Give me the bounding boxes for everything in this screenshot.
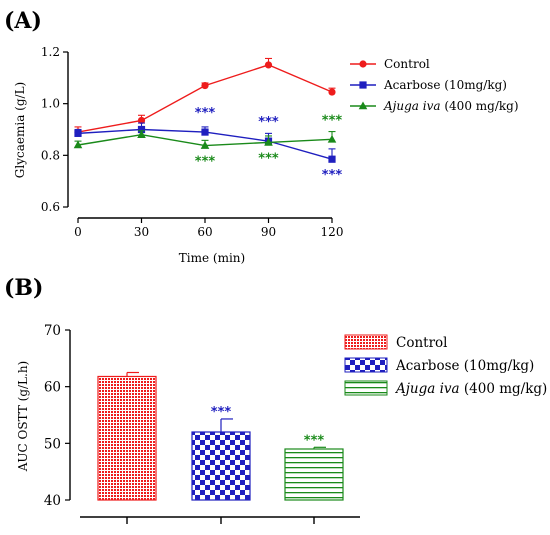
legend-label-ajuga: Ajuga iva (400 mg/kg) — [383, 99, 519, 113]
data-point-ajuga — [327, 134, 337, 143]
data-point-acarbose — [201, 128, 209, 136]
panel-a-x-tick-label: 0 — [74, 225, 82, 239]
legend-label-ajuga: Ajuga iva (400 mg/kg) — [394, 381, 547, 397]
significance-label-ajuga: *** — [258, 151, 279, 166]
panel-b-y-tick-label: 70 — [44, 323, 61, 339]
legend-label-rest: (400 mg/kg) — [441, 99, 519, 113]
legend-marker-ajuga — [358, 101, 368, 110]
panel-b-y-tick-label: 40 — [44, 493, 61, 509]
panel-b-legend: Control Acarbose (10mg/kg) Ajuga iva (400 … — [344, 334, 547, 397]
legend-swatch-control — [344, 334, 388, 350]
legend-label-control: Control — [396, 335, 447, 351]
significance-label-ajuga: *** — [195, 155, 216, 170]
panel-a-x-tick-label: 30 — [134, 225, 149, 239]
legend-marker-control — [359, 60, 367, 68]
panel-a-y-tick-label: 0.8 — [41, 148, 60, 162]
series-line-control — [77, 64, 333, 133]
bar-significance-ajuga: *** — [304, 433, 325, 448]
data-point-acarbose — [328, 155, 336, 163]
legend-label-acarbose: Acarbose (10mg/kg) — [395, 358, 534, 374]
data-point-ajuga — [200, 141, 210, 149]
bar-control — [97, 375, 157, 501]
panel-a-y-tick-label: 1.2 — [41, 45, 60, 59]
legend-label-control: Control — [384, 57, 430, 71]
data-point-control — [264, 61, 273, 69]
panel-a-legend: Control Acarbose (10mg/kg) Ajuga iva (400 … — [350, 57, 519, 113]
data-point-ajuga — [137, 130, 146, 138]
significance-label-acarbose: *** — [195, 106, 216, 121]
legend-label-acarbose: Acarbose (10mg/kg) — [383, 78, 507, 92]
panel-a-x-tick-label: 60 — [197, 225, 212, 239]
legend-label-italic: Ajuga iva — [383, 99, 441, 113]
data-point-ajuga — [264, 137, 273, 146]
panel-b: (B) 40 50 60 70 *** *** AUC OSTT (g/L.h) Con… — [4, 275, 547, 524]
data-point-acarbose — [74, 129, 82, 137]
legend-swatch-ajuga — [344, 380, 388, 396]
panel-b-y-axis-title: AUC OSTT (g/L.h) — [16, 361, 30, 472]
panel-a-x-tick-label: 120 — [321, 225, 344, 239]
data-point-acarbose — [137, 125, 146, 134]
data-point-control — [137, 116, 146, 125]
significance-label-ajuga: *** — [322, 113, 343, 128]
bar-significance-acarbose: *** — [211, 405, 232, 420]
data-point-ajuga — [73, 140, 83, 149]
panel-a-y-tick-label: 0.6 — [41, 200, 60, 214]
legend-swatch-acarbose — [344, 357, 388, 373]
bar-ajuga — [284, 448, 344, 501]
legend-label-rest: (400 mg/kg) — [460, 381, 548, 397]
panel-b-y-tick-label: 50 — [44, 436, 61, 452]
panel-a-axes: 0.6 0.8 1.0 1.2 0 30 60 90 120 — [41, 45, 344, 239]
panel-b-label: (B) — [4, 275, 43, 301]
panel-b-y-tick-label: 60 — [44, 380, 61, 396]
significance-label-acarbose: *** — [258, 115, 279, 130]
panel-a-x-axis-title: Time (min) — [179, 251, 245, 265]
significance-label-acarbose: *** — [322, 168, 343, 183]
panel-a-label: (A) — [4, 8, 42, 34]
panel-b-axes: 40 50 60 70 — [44, 323, 360, 524]
legend-marker-acarbose — [359, 81, 367, 89]
panel-a-y-axis-title: Glycaemia (g/L) — [13, 82, 27, 178]
data-point-control — [201, 81, 209, 90]
legend-label-italic: Ajuga iva — [394, 381, 460, 397]
bar-acarbose — [191, 431, 251, 501]
panel-a: (A) 0.60.81.01.20 30 60 90 120 ************ *… — [4, 8, 519, 265]
data-point-control — [328, 88, 336, 96]
panel-a-plot: *** *** *** *** *** *** — [73, 57, 343, 183]
panel-a-x-tick-label: 90 — [261, 225, 276, 239]
panel-a-y-tick-label: 1.0 — [41, 97, 60, 111]
panel-b-plot: *** *** — [97, 371, 344, 501]
